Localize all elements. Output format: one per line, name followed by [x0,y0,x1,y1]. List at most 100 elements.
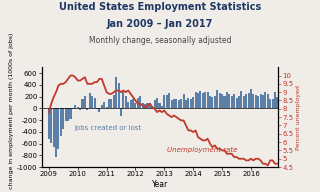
Bar [168,93,170,108]
Bar [207,92,209,108]
Bar [122,92,124,108]
X-axis label: Year: Year [152,180,168,189]
Bar [228,94,230,108]
Bar [166,95,168,108]
Text: United States Employment Statistics: United States Employment Statistics [59,2,261,12]
Bar [264,92,267,108]
Bar [69,108,71,119]
Bar [79,108,81,110]
Bar [260,94,262,108]
Bar [156,98,158,108]
Bar [245,94,247,108]
Bar [204,92,206,108]
Bar [255,95,257,108]
Bar [202,94,204,108]
Bar [154,100,156,108]
Bar [233,94,235,108]
Text: Unemployment rate: Unemployment rate [167,147,237,153]
Bar [127,102,129,108]
Bar [223,96,226,108]
Bar [267,94,269,108]
Bar [272,98,274,108]
Bar [130,100,132,108]
Bar [269,99,271,108]
Bar [175,99,177,108]
Bar [86,108,88,110]
Bar [252,94,254,108]
Bar [142,103,144,108]
Bar [240,91,242,108]
Bar [214,96,216,108]
Bar [65,108,67,121]
Bar [190,99,192,108]
Bar [67,108,69,121]
Bar [219,93,221,108]
Bar [158,103,161,108]
Bar [134,103,136,108]
Bar [62,108,64,129]
Bar [115,77,117,108]
Bar [216,90,218,108]
Text: Jobs created or lost: Jobs created or lost [75,125,142,131]
Bar [161,106,163,108]
Bar [226,92,228,108]
Bar [238,96,240,108]
Bar [103,102,105,108]
Bar [60,108,62,136]
Bar [52,108,55,146]
Bar [257,96,259,108]
Bar [212,97,213,108]
Bar [236,98,237,108]
Text: Monthly change, seasonally adjusted: Monthly change, seasonally adjusted [89,36,231,46]
Bar [209,96,211,108]
Bar [250,89,252,108]
Bar [180,98,182,108]
Bar [149,103,151,108]
Bar [183,94,185,108]
Bar [55,108,57,157]
Bar [185,100,187,108]
Bar [113,95,115,108]
Y-axis label: Net change in employment per month (1000s of jobs): Net change in employment per month (1000… [9,32,14,192]
Bar [84,96,86,108]
Bar [91,96,93,108]
Bar [93,98,96,108]
Bar [82,98,84,108]
Bar [125,96,127,108]
Text: Jan 2009 – Jan 2017: Jan 2009 – Jan 2017 [107,19,213,29]
Bar [120,108,122,116]
Bar [276,97,278,108]
Bar [221,94,223,108]
Bar [192,97,194,108]
Bar [274,92,276,108]
Bar [101,105,103,108]
Bar [151,106,153,108]
Bar [50,108,52,143]
Bar [171,100,172,108]
Bar [108,98,110,108]
Bar [147,103,148,108]
Bar [139,96,141,108]
Bar [74,105,76,108]
Bar [188,98,189,108]
Bar [132,99,134,108]
Bar [173,98,175,108]
Bar [96,108,98,109]
Bar [48,108,50,139]
Y-axis label: Percent unemployed: Percent unemployed [296,85,301,150]
Bar [57,108,60,149]
Bar [163,95,165,108]
Bar [89,93,91,108]
Bar [262,95,264,108]
Bar [137,98,139,108]
Bar [195,93,196,108]
Bar [231,96,233,108]
Bar [117,83,120,108]
Bar [243,96,245,108]
Bar [98,108,100,112]
Bar [199,91,202,108]
Bar [110,99,112,108]
Bar [144,104,146,108]
Bar [197,93,199,108]
Bar [178,100,180,108]
